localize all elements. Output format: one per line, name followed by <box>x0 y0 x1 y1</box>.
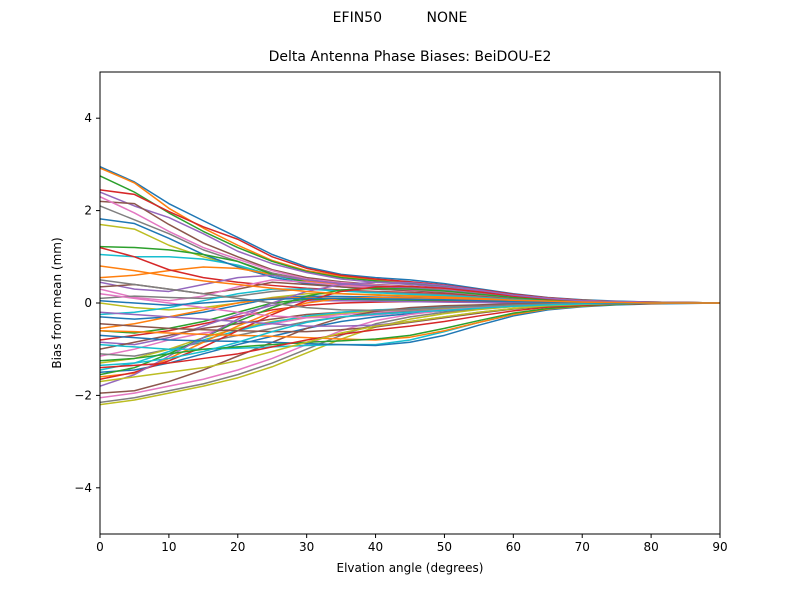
x-tick-label: 0 <box>96 540 104 554</box>
series-line-35 <box>100 281 720 387</box>
suptitle-left: EFIN50 <box>332 10 382 26</box>
y-tick-label: 0 <box>84 296 92 310</box>
chart-title: Delta Antenna Phase Biases: BeiDOU-E2 <box>268 49 552 65</box>
y-tick-label: 2 <box>84 204 92 218</box>
x-tick-label: 90 <box>712 540 727 554</box>
y-tick-label: −2 <box>74 388 92 402</box>
y-tick-label: −4 <box>74 481 92 495</box>
x-tick-label: 60 <box>506 540 521 554</box>
x-tick-label: 80 <box>643 540 658 554</box>
axes-layer: 0 10 20 30 40 50 60 70 80 90 −4 −2 0 2 4 <box>74 71 728 554</box>
x-tick-label: 40 <box>368 540 383 554</box>
suptitle-right: NONE <box>426 10 468 26</box>
x-tick-label: 10 <box>161 540 176 554</box>
y-tick-label: 4 <box>84 111 92 125</box>
series-layer <box>100 166 720 406</box>
series-line-52 <box>100 265 720 304</box>
x-tick-label: 20 <box>230 540 245 554</box>
figure-suptitle: EFIN50 NONE <box>0 10 800 26</box>
x-axis-label: Elvation angle (degrees) <box>336 561 484 575</box>
x-tick-label: 70 <box>575 540 590 554</box>
x-tick-label: 30 <box>299 540 314 554</box>
x-tick-label: 50 <box>437 540 452 554</box>
